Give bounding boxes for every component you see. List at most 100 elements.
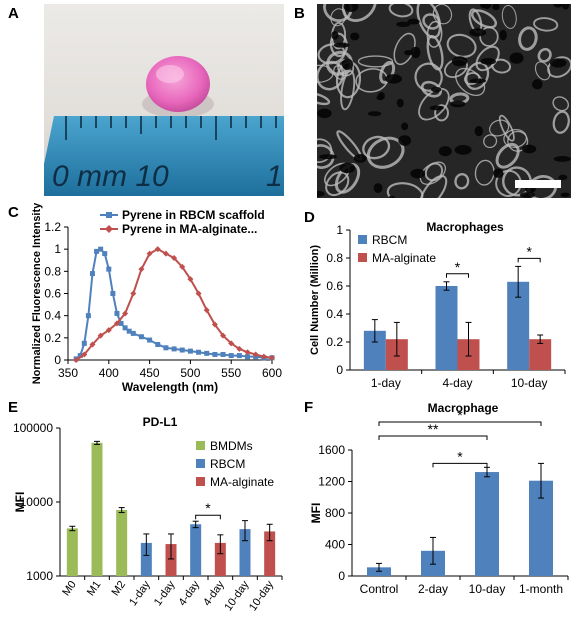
sem-pore	[498, 114, 515, 142]
data-point	[126, 328, 132, 334]
sem-texture	[317, 4, 571, 198]
x-tick-label: 400	[99, 366, 119, 380]
bar	[264, 531, 276, 576]
y-tick-label: 1600	[318, 443, 345, 457]
bar	[91, 442, 103, 576]
sem-pore-dark	[343, 4, 359, 12]
sem-pore-dark	[429, 105, 444, 111]
y-axis-label: Cell Number (Million)	[309, 245, 321, 355]
sem-pore-dark	[398, 135, 412, 146]
data-point	[245, 354, 251, 360]
sem-pore	[503, 128, 527, 148]
y-tick-label: 0.2	[44, 331, 61, 345]
legend-swatch-1	[358, 253, 367, 262]
sem-pore	[426, 34, 444, 71]
sem-pore-dark	[341, 58, 354, 70]
sem-pore	[340, 70, 356, 111]
legend-swatch-1	[196, 459, 205, 468]
sem-pore-dark	[396, 21, 411, 28]
significance-bracket	[378, 435, 488, 440]
y-tick-label: 0.2	[326, 335, 343, 349]
chart-title: PD-L1	[143, 415, 178, 429]
data-point	[105, 327, 112, 334]
significance-mark: **	[428, 421, 439, 437]
pink-scaffold-disc	[146, 56, 210, 112]
bar	[435, 286, 458, 370]
significance-mark: *	[455, 259, 461, 275]
sem-pore-dark	[430, 86, 442, 93]
sem-pore	[534, 61, 551, 81]
legend-swatch-0	[196, 441, 205, 450]
y-axis-label: MFI	[13, 492, 27, 513]
sem-pore	[533, 17, 559, 32]
y-tick-label: 0.4	[326, 307, 343, 321]
data-point	[269, 354, 275, 361]
data-point	[94, 248, 100, 254]
bar	[507, 281, 530, 370]
y-tick-label: 0.8	[326, 251, 343, 265]
sem-pore-dark	[396, 98, 404, 108]
sem-micrograph	[317, 4, 571, 198]
x-tick-label: 450	[140, 366, 160, 380]
bar	[66, 528, 78, 576]
sem-pore-dark	[350, 32, 360, 41]
x-tick-label: M2	[110, 579, 129, 598]
data-point	[220, 351, 226, 357]
legend-label-0: Pyrene in RBCM scaffold	[122, 208, 265, 222]
significance-bracket	[446, 273, 469, 278]
significance-bracket	[517, 257, 541, 263]
y-tick-label: 0.4	[44, 309, 61, 323]
chart-c-fluorescence: 0 0.2 0.4 0.6 0.8 1 1.2 350 400 450 500 550 600 Wavel…	[31, 202, 282, 394]
data-point	[118, 320, 124, 326]
y-tick-label: 0	[336, 363, 343, 377]
bar	[239, 529, 251, 576]
sem-pore-dark	[454, 144, 472, 155]
sem-pore	[325, 171, 350, 197]
y-tick-label: 1200	[318, 475, 345, 489]
x-tick-label: 1-month	[519, 582, 563, 596]
data-point	[147, 337, 153, 343]
data-point	[244, 349, 251, 356]
bar	[214, 542, 226, 576]
sem-pore-dark	[410, 168, 426, 179]
x-tick-label: 600	[262, 366, 282, 380]
x-tick-label: 1-day	[371, 376, 401, 390]
y-tick-label: 1.2	[44, 220, 61, 234]
y-tick-label: 0.8	[44, 264, 61, 278]
sem-pore	[426, 20, 443, 48]
data-point	[163, 345, 169, 351]
y-tick-label: 0	[338, 569, 345, 583]
sem-pore-dark	[493, 168, 504, 178]
x-tick-label: 10-day	[469, 582, 506, 596]
data-point	[73, 357, 80, 363]
panel-label-d: D	[304, 209, 315, 226]
data-point	[212, 351, 218, 357]
legend-marker-0	[106, 212, 112, 218]
x-tick-label: M0	[60, 579, 79, 598]
data-point	[187, 276, 194, 283]
legend-swatch-2	[196, 477, 205, 486]
data-point	[211, 321, 218, 328]
data-point	[162, 250, 169, 257]
data-point	[196, 349, 202, 355]
sem-pore-dark	[558, 174, 568, 181]
significance-bracket	[432, 462, 488, 468]
sem-pore	[419, 174, 448, 198]
y-tick-label: 10000	[20, 495, 54, 509]
sem-pore-dark	[553, 4, 564, 8]
data-point	[236, 345, 243, 352]
significance-mark: *	[457, 407, 463, 423]
sem-pore-dark	[450, 100, 466, 108]
x-tick-label: M1	[85, 579, 104, 598]
sem-pore-dark	[562, 4, 570, 10]
sem-pore-dark	[319, 154, 337, 160]
series-line-0	[75, 247, 272, 360]
ruler-end-label: 1	[266, 160, 283, 193]
data-point	[102, 251, 108, 257]
data-point	[187, 348, 193, 354]
legend-label-1: MA-alginate	[372, 251, 436, 265]
chart-d-macrophage-number: 0 0.2 0.4 0.6 0.8 1 Cell Number (Million) Macro…	[309, 220, 566, 390]
scaffold-photo: 0 mm 10 1	[44, 4, 284, 196]
y-tick-label: 400	[325, 538, 345, 552]
data-point	[98, 246, 104, 252]
